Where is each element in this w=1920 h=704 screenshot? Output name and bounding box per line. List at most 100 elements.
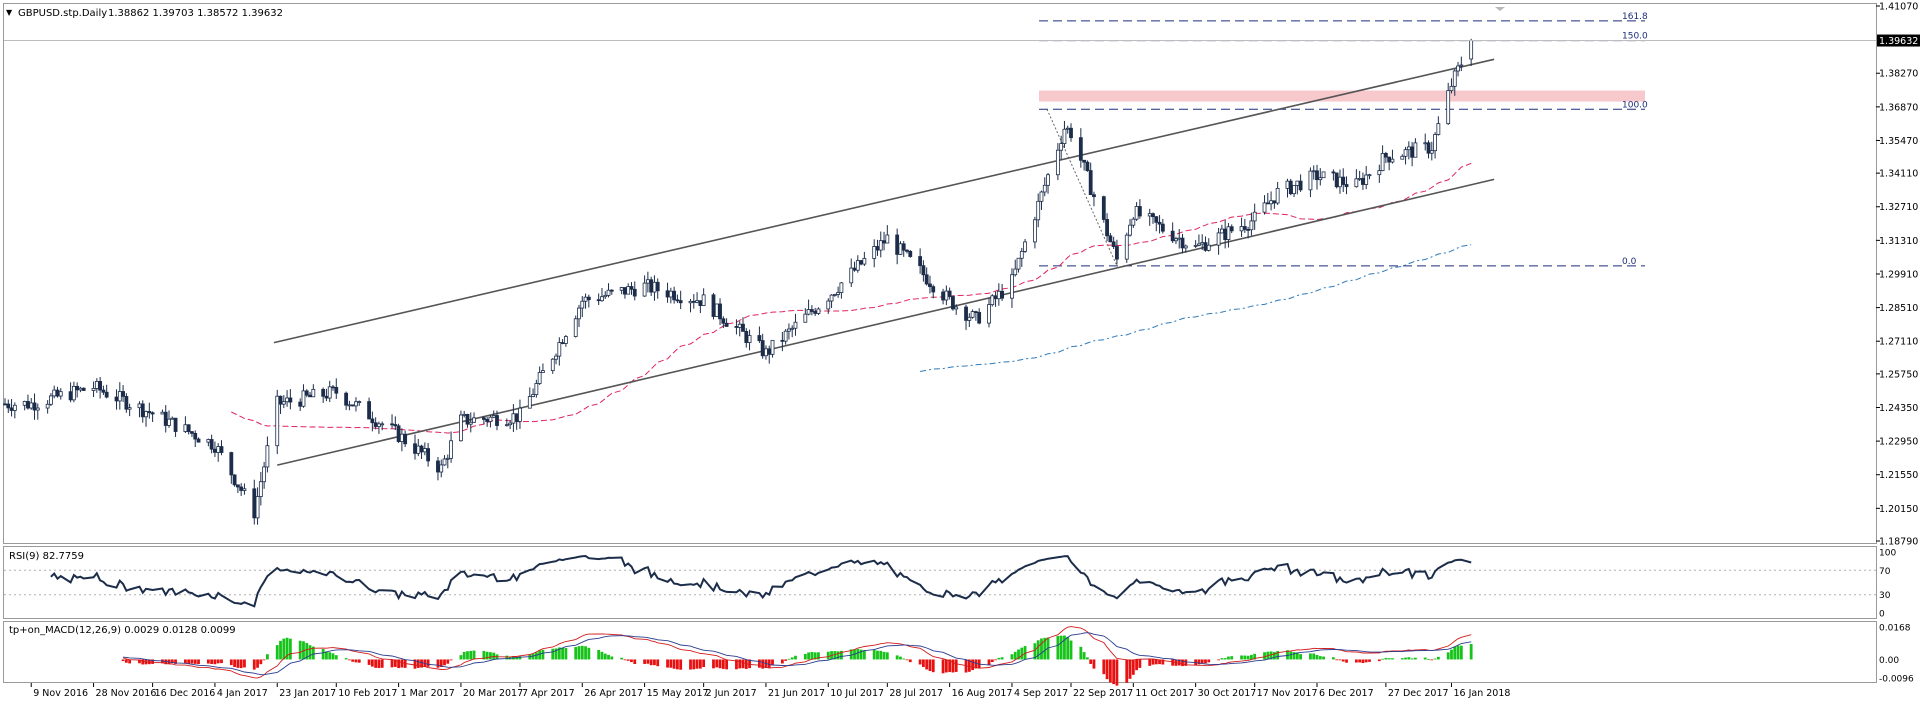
macd-histogram-bar bbox=[761, 659, 765, 669]
macd-histogram-bar bbox=[1361, 659, 1365, 664]
macd-histogram-bar bbox=[1430, 659, 1434, 661]
candle-body bbox=[1315, 170, 1319, 181]
macd-histogram-bar bbox=[1086, 657, 1089, 660]
channel-upper-line[interactable] bbox=[273, 58, 1495, 344]
candle-body bbox=[606, 289, 611, 296]
candle-body bbox=[1197, 243, 1201, 246]
macd-histogram-bar bbox=[390, 659, 394, 668]
price-tick-label: 1.28510 bbox=[1879, 303, 1918, 314]
macd-scale-label: 0.0168 bbox=[1879, 624, 1911, 634]
macd-histogram-bar bbox=[1436, 656, 1440, 660]
macd-histogram-bar bbox=[1384, 657, 1388, 660]
macd-histogram-bar bbox=[1020, 647, 1024, 660]
price-tick-label: 1.35470 bbox=[1879, 136, 1918, 147]
macd-histogram-bar bbox=[990, 659, 994, 663]
candle-body bbox=[1295, 180, 1300, 186]
macd-histogram-bar bbox=[817, 652, 820, 660]
candle-body bbox=[1406, 146, 1411, 151]
candle-body bbox=[1367, 174, 1372, 177]
candle-body bbox=[193, 432, 198, 440]
candle-body bbox=[1239, 226, 1244, 232]
macd-histogram-bar bbox=[128, 659, 132, 664]
candle-body bbox=[895, 234, 900, 255]
candle-body bbox=[908, 250, 913, 257]
macd-histogram-bar bbox=[580, 645, 584, 660]
candle-body bbox=[1055, 149, 1060, 176]
ma-fast-line bbox=[231, 162, 1472, 434]
date-tick-label: 6 Dec 2017 bbox=[1319, 688, 1374, 699]
candle-body bbox=[488, 416, 493, 422]
date-tick-label: 10 Feb 2017 bbox=[338, 688, 397, 699]
candle-body bbox=[1134, 206, 1139, 220]
candle-body bbox=[905, 249, 909, 252]
candle-body bbox=[967, 316, 972, 321]
candle-body bbox=[1157, 221, 1162, 225]
candle-body bbox=[1387, 156, 1392, 163]
candle-body bbox=[163, 411, 168, 426]
macd-histogram-bar bbox=[151, 659, 154, 664]
macd-histogram-bar bbox=[334, 655, 338, 660]
candle-body bbox=[1062, 128, 1067, 145]
shift-marker-icon[interactable] bbox=[1495, 7, 1505, 11]
moving-averages-layer bbox=[231, 162, 1472, 434]
candle-body bbox=[557, 342, 562, 357]
macd-histogram-bar bbox=[849, 649, 853, 660]
candle-body bbox=[573, 318, 578, 337]
macd-histogram-bar bbox=[554, 648, 558, 660]
candle-body bbox=[255, 496, 260, 519]
macd-histogram-bar bbox=[735, 659, 738, 670]
macd-histogram-bar bbox=[229, 659, 233, 666]
macd-histogram-bar bbox=[1332, 657, 1335, 660]
macd-histogram-bar bbox=[1453, 646, 1457, 660]
macd-histogram-bar bbox=[1364, 659, 1368, 663]
candle-body bbox=[1318, 177, 1323, 181]
channel-lower-line[interactable] bbox=[277, 178, 1495, 466]
macd-histogram-bar bbox=[951, 659, 955, 673]
macd-histogram-bar bbox=[1404, 657, 1407, 660]
candle-body bbox=[170, 417, 175, 420]
candle-body bbox=[1177, 237, 1182, 240]
candle-body bbox=[514, 413, 519, 422]
macd-histogram-bar bbox=[216, 659, 220, 664]
fib-anchor-line bbox=[1046, 109, 1118, 267]
macd-histogram-bar bbox=[374, 659, 378, 668]
macd-histogram-bar bbox=[275, 645, 279, 660]
candle-body bbox=[872, 246, 877, 259]
macd-histogram-bar bbox=[1240, 655, 1243, 660]
macd-histogram-bar bbox=[1131, 659, 1135, 675]
candle-body bbox=[839, 282, 844, 293]
candle-body bbox=[600, 296, 604, 302]
macd-histogram-bar bbox=[1387, 658, 1391, 660]
macd-histogram-bar bbox=[1154, 659, 1158, 665]
macd-histogram-bar bbox=[1354, 659, 1358, 663]
date-tick-label: 21 Jun 2017 bbox=[768, 688, 825, 699]
current-price-badge bbox=[1877, 34, 1920, 47]
macd-histogram-bar bbox=[1407, 657, 1411, 660]
candle-body bbox=[167, 418, 171, 426]
candle-body bbox=[718, 303, 722, 320]
candle-body bbox=[186, 424, 191, 433]
candle-body bbox=[645, 279, 650, 284]
macd-histogram-bar bbox=[1043, 637, 1047, 660]
macd-histogram-bar bbox=[1456, 645, 1460, 660]
candle-body bbox=[688, 300, 693, 304]
candle-body bbox=[1154, 216, 1159, 223]
candle-body bbox=[760, 340, 765, 357]
candle-body bbox=[32, 402, 37, 411]
candle-body bbox=[1078, 137, 1083, 161]
macd-histogram-bar bbox=[1138, 659, 1142, 668]
candle-body bbox=[52, 389, 57, 397]
candle-body bbox=[1193, 244, 1198, 247]
header-arrow-icon[interactable]: ▼ bbox=[6, 8, 13, 17]
macd-histogram-bar bbox=[413, 659, 417, 669]
candle-body bbox=[209, 439, 214, 450]
macd-histogram-bar bbox=[449, 659, 453, 661]
candle-body bbox=[987, 304, 991, 324]
candle-body bbox=[1357, 177, 1362, 180]
macd-histogram-bar bbox=[193, 659, 197, 664]
candle-body bbox=[1334, 172, 1339, 188]
ohlc-label: 1.38862 1.39703 1.38572 1.39632 bbox=[108, 8, 283, 19]
candle-body bbox=[344, 392, 349, 406]
candle-body bbox=[609, 289, 614, 292]
